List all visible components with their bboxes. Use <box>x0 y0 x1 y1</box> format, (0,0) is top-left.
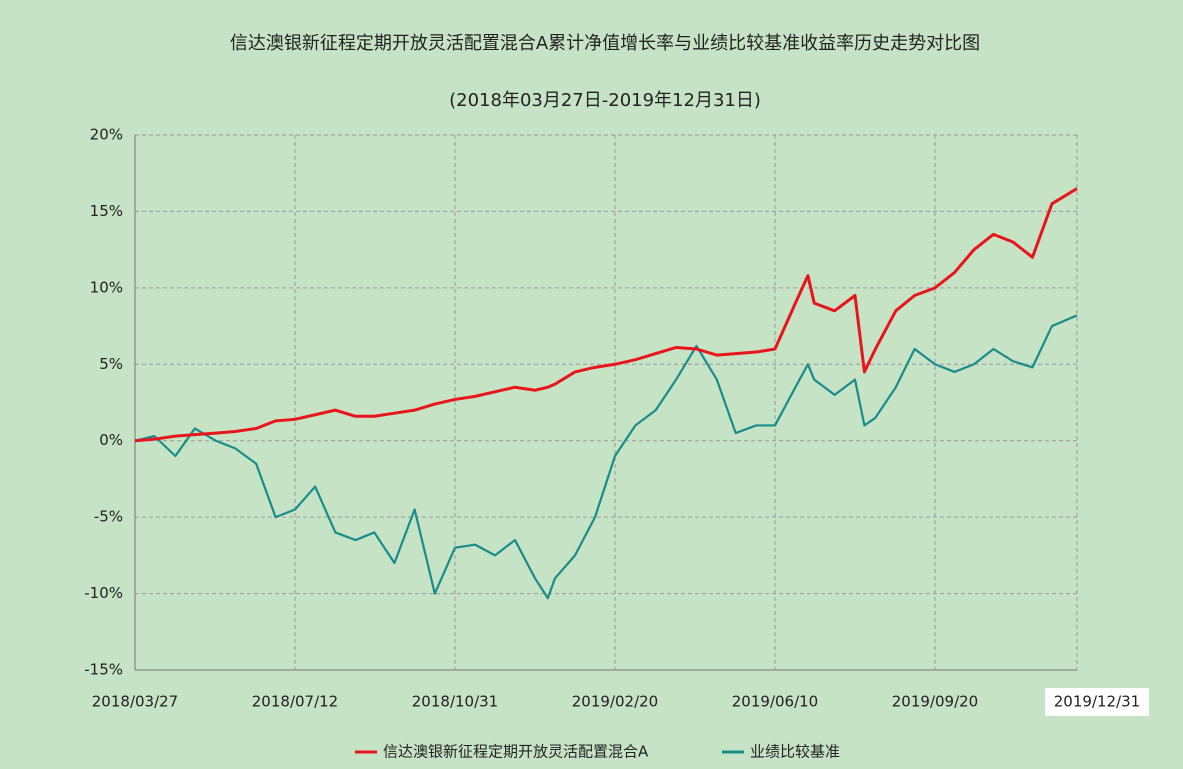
y-tick-label: 10% <box>90 278 123 296</box>
x-tick-label-box <box>1045 688 1149 716</box>
legend-label: 信达澳银新征程定期开放灵活配置混合A <box>383 743 649 761</box>
x-tick-label: 2019/12/31 <box>1054 693 1140 711</box>
x-tick-label: 2018/07/12 <box>252 693 338 711</box>
x-tick-label: 2019/06/10 <box>732 693 818 711</box>
y-tick-label: 5% <box>99 355 123 373</box>
x-tick-label: 2018/03/27 <box>92 693 178 711</box>
series-line <box>134 314 1078 600</box>
legend-label: 业绩比较基准 <box>750 743 840 761</box>
y-tick-label: -5% <box>94 508 123 526</box>
chart-subtitle: (2018年03月27日-2019年12月31日) <box>449 90 761 111</box>
series-line <box>134 187 1078 443</box>
y-tick-label: 15% <box>90 202 123 220</box>
y-tick-label: 20% <box>90 126 123 144</box>
x-tick-label: 2018/10/31 <box>412 693 498 711</box>
y-tick-label: -15% <box>84 661 123 679</box>
x-tick-label: 2019/09/20 <box>892 693 978 711</box>
x-tick-label: 2019/02/20 <box>572 693 658 711</box>
y-tick-label: 0% <box>99 431 123 449</box>
y-tick-label: -10% <box>84 584 123 602</box>
chart-title: 信达澳银新征程定期开放灵活配置混合A累计净值增长率与业绩比较基准收益率历史走势对… <box>230 33 980 54</box>
